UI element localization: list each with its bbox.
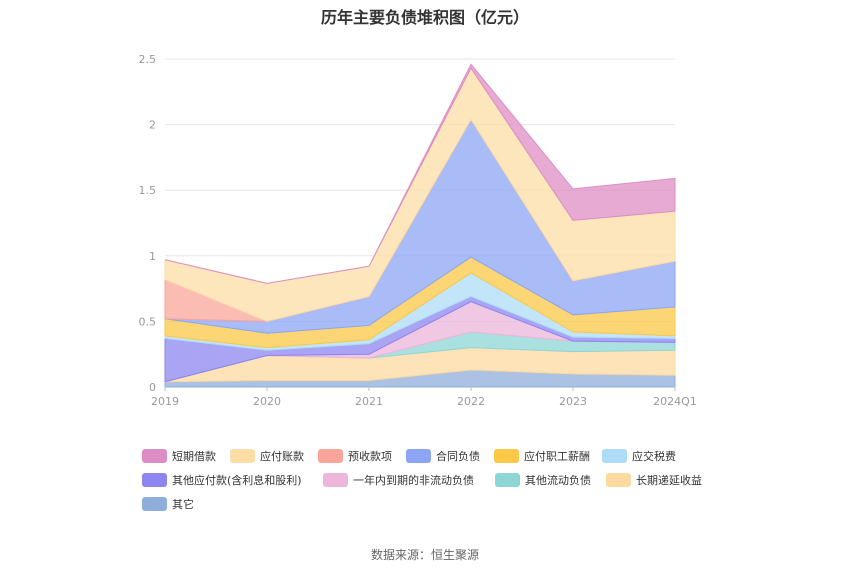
legend-item[interactable]: 应付职工薪酬 [494,448,590,464]
legend-item[interactable]: 长期递延收益 [606,472,702,488]
legend-item[interactable]: 应付账款 [230,448,304,464]
legend-swatch [406,449,431,463]
x-tick-label: 2022 [457,395,485,408]
y-tick-label: 2.5 [139,53,157,66]
legend-swatch [142,497,167,511]
y-tick-label: 0.5 [139,315,157,328]
legend-label: 其它 [172,498,194,511]
legend-label: 预收款项 [348,450,392,463]
chart-title: 历年主要负债堆积图（亿元） [320,8,529,27]
y-tick-label: 0 [149,381,156,394]
area-series-10 [164,63,676,284]
legend-label: 应付账款 [260,450,304,463]
x-axis: 2019 2020 2021 2022 2023 2024Q1 [151,387,697,408]
legend-item[interactable]: 其它 [142,496,194,512]
legend-label: 短期借款 [172,450,216,463]
legend-label: 其他应付款(含利息和股利) [172,474,302,487]
legend-item[interactable]: 预收款项 [318,448,392,464]
legend-label: 其他流动负债 [525,474,591,487]
legend-item[interactable]: 一年内到期的非流动负债 [323,472,474,488]
y-tick-label: 2 [149,119,156,132]
y-tick-label: 1.5 [139,184,157,197]
legend-swatch [494,449,519,463]
x-tick-label: 2023 [559,395,587,408]
legend-label: 长期递延收益 [636,474,702,487]
legend-swatch [142,449,167,463]
legend-swatch [230,449,255,463]
legend-label: 一年内到期的非流动负债 [353,474,474,487]
stacked-area-chart: 0 0.5 1 1.5 2 2.5 2019 2020 2021 2022 2023 2024Q1 [139,53,697,408]
x-tick-label: 2020 [253,395,281,408]
legend-item[interactable]: 合同负债 [406,448,480,464]
legend-item[interactable]: 其他应付款(含利息和股利) [142,472,302,488]
x-tick-label: 2024Q1 [653,395,697,408]
legend-item[interactable]: 其他流动负债 [495,472,591,488]
y-tick-label: 1 [149,250,156,263]
data-source: 数据来源：恒生聚源 [370,548,479,562]
legend-item[interactable]: 应交税费 [602,448,676,464]
legend-label: 合同负债 [436,450,480,463]
legend-label: 应交税费 [632,450,676,463]
area-series [164,63,676,388]
legend-swatch [602,449,627,463]
legend-swatch [495,473,520,487]
legend-label: 应付职工薪酬 [524,450,590,463]
legend-swatch [606,473,631,487]
x-tick-label: 2021 [355,395,383,408]
legend-swatch [323,473,348,487]
legend-swatch [318,449,343,463]
y-axis: 0 0.5 1 1.5 2 2.5 [139,53,157,394]
x-tick-label: 2019 [151,395,179,408]
legend-swatch [142,473,167,487]
legend-item[interactable]: 短期借款 [142,448,216,464]
